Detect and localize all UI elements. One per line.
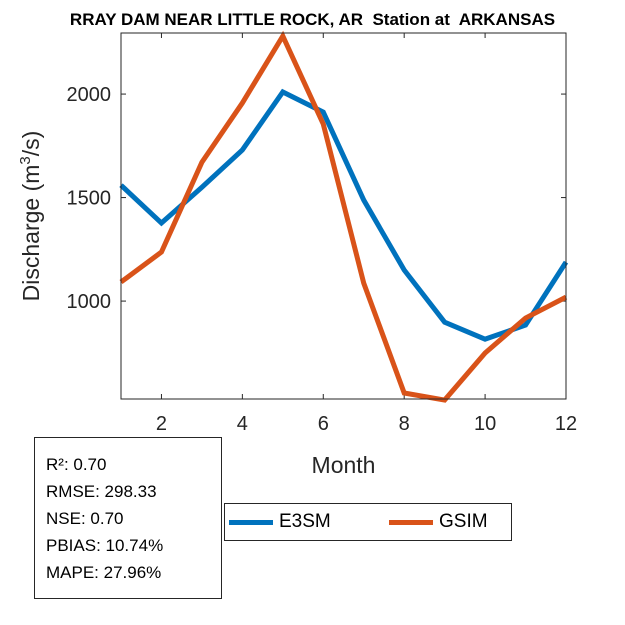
legend: E3SM GSIM xyxy=(224,503,512,541)
stat-mape: MAPE: 27.96% xyxy=(46,563,162,582)
stat-nse: NSE: 0.70 xyxy=(46,509,124,528)
stat-pbias: PBIAS: 10.74% xyxy=(46,536,164,555)
x-axis-label: Month xyxy=(312,452,376,478)
stat-rmse: RMSE: 298.33 xyxy=(46,482,157,501)
legend-swatch-e3sm xyxy=(229,519,273,525)
x-tick-label: 10 xyxy=(474,413,496,435)
y-tick-label: 1000 xyxy=(67,291,112,313)
x-tick-label: 4 xyxy=(237,413,248,435)
stat-r2: R²: 0.70 xyxy=(46,455,107,474)
plot-frame xyxy=(120,32,567,400)
y-tick-label: 1500 xyxy=(67,188,112,210)
x-tick-label: 2 xyxy=(156,413,167,435)
x-tick-label: 8 xyxy=(399,413,410,435)
legend-swatch-gsim xyxy=(389,519,433,525)
legend-item-gsim: GSIM xyxy=(389,511,488,533)
x-tick-label: 12 xyxy=(555,413,577,435)
series-line-gsim xyxy=(119,30,568,403)
legend-label-e3sm: E3SM xyxy=(279,511,331,532)
y-tick-label: 2000 xyxy=(67,84,112,106)
legend-item-e3sm: E3SM xyxy=(229,511,331,533)
series-line-e3sm xyxy=(119,88,569,342)
chart-title: RRAY DAM NEAR LITTLE ROCK, AR Station at… xyxy=(69,10,556,29)
stats-box: R²: 0.70 RMSE: 298.33 NSE: 0.70 PBIAS: 1… xyxy=(34,437,222,599)
x-tick-label: 6 xyxy=(318,413,329,435)
y-axis-label: Discharge (m3/s) xyxy=(17,131,44,302)
legend-label-gsim: GSIM xyxy=(439,511,488,532)
